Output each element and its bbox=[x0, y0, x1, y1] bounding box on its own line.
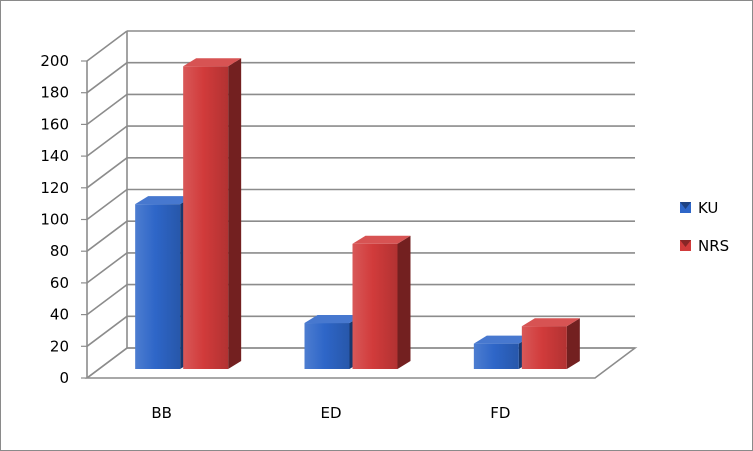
bar-top-NRS-ED bbox=[352, 235, 411, 244]
y-tick-label-140: 140 bbox=[40, 147, 69, 165]
legend-swatch-shade-NRS bbox=[680, 240, 691, 247]
x-tick-label-ED: ED bbox=[320, 404, 341, 422]
y-tick-label-40: 40 bbox=[50, 306, 69, 324]
x-tick-label-FD: FD bbox=[490, 404, 510, 422]
bar-side-NRS-BB bbox=[228, 58, 242, 369]
legend-label-NRS: NRS bbox=[698, 237, 729, 255]
side-gridline-120 bbox=[86, 157, 128, 189]
y-tick-label-180: 180 bbox=[40, 84, 69, 102]
legend-label-KU: KU bbox=[698, 199, 718, 217]
side-gridline-100 bbox=[86, 188, 128, 221]
bar-KU-FD bbox=[473, 343, 519, 369]
bar-top-NRS-BB bbox=[183, 58, 242, 67]
bar-side-NRS-ED bbox=[397, 235, 411, 369]
bar-top-KU-FD bbox=[473, 335, 532, 344]
y-tick-label-200: 200 bbox=[40, 52, 69, 70]
side-gridline-60 bbox=[86, 252, 128, 284]
y-tick-label-60: 60 bbox=[50, 274, 69, 292]
y-tick-label-20: 20 bbox=[50, 337, 69, 355]
side-gridline-140 bbox=[86, 125, 128, 157]
side-gridline-20 bbox=[86, 315, 128, 347]
legend-swatch-shade-KU bbox=[680, 202, 691, 209]
y-tick-label-120: 120 bbox=[40, 179, 69, 197]
side-gridline-40 bbox=[86, 283, 128, 316]
bar-KU-ED bbox=[304, 323, 350, 369]
y-tick-label-160: 160 bbox=[40, 115, 69, 133]
side-gridline-80 bbox=[86, 220, 128, 252]
floor bbox=[84, 347, 638, 379]
side-gridline-200 bbox=[86, 30, 128, 62]
side-gridline-160 bbox=[86, 93, 128, 126]
bar-top-NRS-FD bbox=[521, 318, 580, 327]
bar-NRS-BB bbox=[183, 66, 229, 369]
side-gridline-180 bbox=[86, 62, 128, 94]
x-tick-label-BB: BB bbox=[151, 404, 172, 422]
y-tick-label-80: 80 bbox=[50, 242, 69, 260]
y-tick-label-0: 0 bbox=[59, 369, 69, 387]
bar-side-NRS-FD bbox=[566, 318, 580, 369]
bar-NRS-ED bbox=[352, 243, 398, 369]
bar-KU-BB bbox=[135, 204, 181, 369]
bar-top-KU-BB bbox=[135, 196, 194, 205]
y-tick-label-100: 100 bbox=[40, 211, 69, 229]
bar-top-KU-ED bbox=[304, 315, 363, 324]
bar-NRS-FD bbox=[521, 326, 567, 369]
